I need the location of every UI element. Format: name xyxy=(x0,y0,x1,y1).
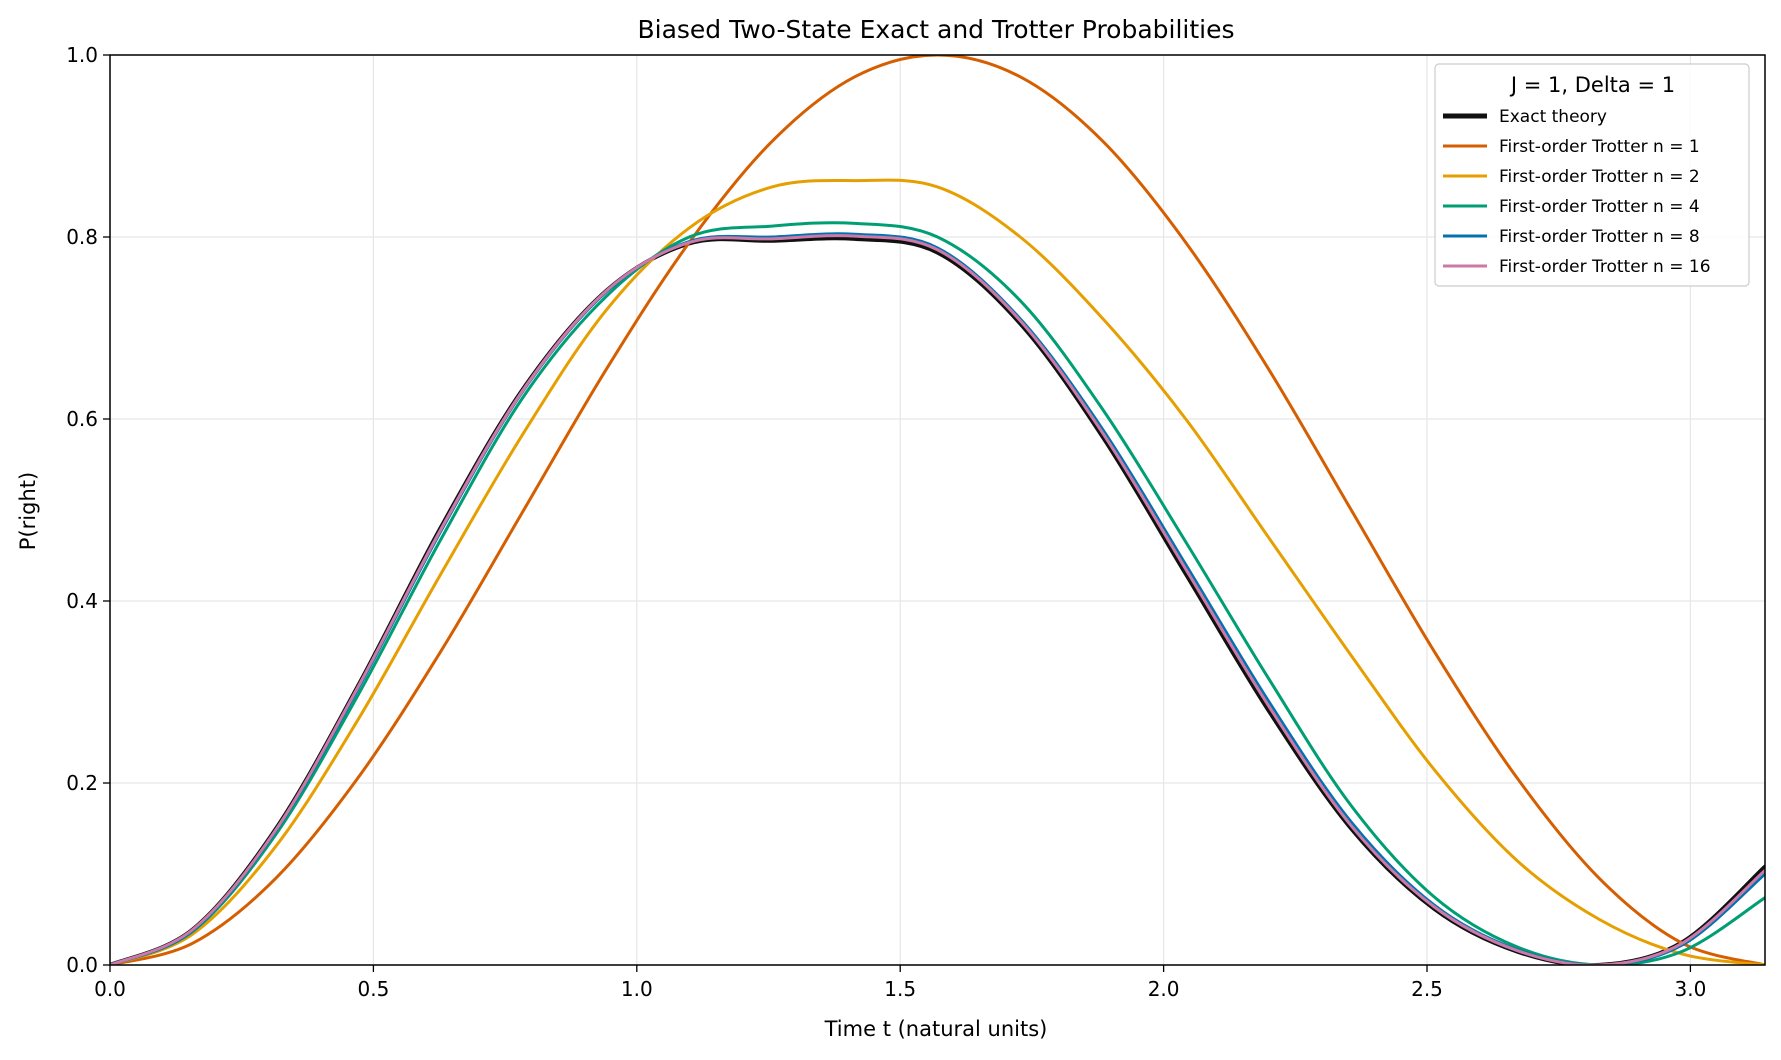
y-tick-label: 0.8 xyxy=(66,225,98,249)
y-tick-label: 0.2 xyxy=(66,771,98,795)
x-tick-label: 1.0 xyxy=(621,977,653,1001)
legend-label-5: First-order Trotter n = 16 xyxy=(1499,257,1711,277)
legend-label-3: First-order Trotter n = 4 xyxy=(1499,197,1700,217)
legend-label-1: First-order Trotter n = 1 xyxy=(1499,137,1700,157)
y-tick-label: 0.4 xyxy=(66,589,98,613)
x-tick-label: 0.0 xyxy=(94,977,126,1001)
x-tick-label: 3.0 xyxy=(1675,977,1707,1001)
x-axis-title: Time t (natural units) xyxy=(824,1017,1048,1041)
series-line-5 xyxy=(110,234,1765,965)
series-line-3 xyxy=(110,221,1765,965)
x-tick-label: 1.5 xyxy=(884,977,916,1001)
series-line-2 xyxy=(110,178,1765,965)
y-tick-label: 1.0 xyxy=(66,43,98,67)
legend-title: J = 1, Delta = 1 xyxy=(1509,73,1675,97)
axis-ticks: 0.0 0.5 1.0 1.5 2.0 2.5 3.0 0.0 0.2 0.4 0.6 0.8 1.0 xyxy=(66,43,1706,1001)
legend-label-4: First-order Trotter n = 8 xyxy=(1499,227,1700,247)
x-tick-label: 0.5 xyxy=(357,977,389,1001)
y-tick-label: 0.6 xyxy=(66,407,98,431)
legend: J = 1, Delta = 1 Exact theory First-order… xyxy=(1434,63,1750,287)
legend-label-0: Exact theory xyxy=(1499,107,1607,127)
series-line-1 xyxy=(110,55,1765,965)
series-lines xyxy=(110,55,1765,965)
legend-box xyxy=(1434,63,1750,287)
x-tick-label: 2.5 xyxy=(1411,977,1443,1001)
y-tick-label: 0.0 xyxy=(66,953,98,977)
plot-frame xyxy=(109,54,1766,966)
chart-title: Biased Two-State Exact and Trotter Proba… xyxy=(637,15,1234,44)
x-tick-label: 2.0 xyxy=(1148,977,1180,1001)
y-axis-title: P(right) xyxy=(16,472,40,550)
legend-items: Exact theory First-order Trotter n = 1 Fir… xyxy=(1443,107,1711,277)
legend-label-2: First-order Trotter n = 2 xyxy=(1499,167,1700,187)
